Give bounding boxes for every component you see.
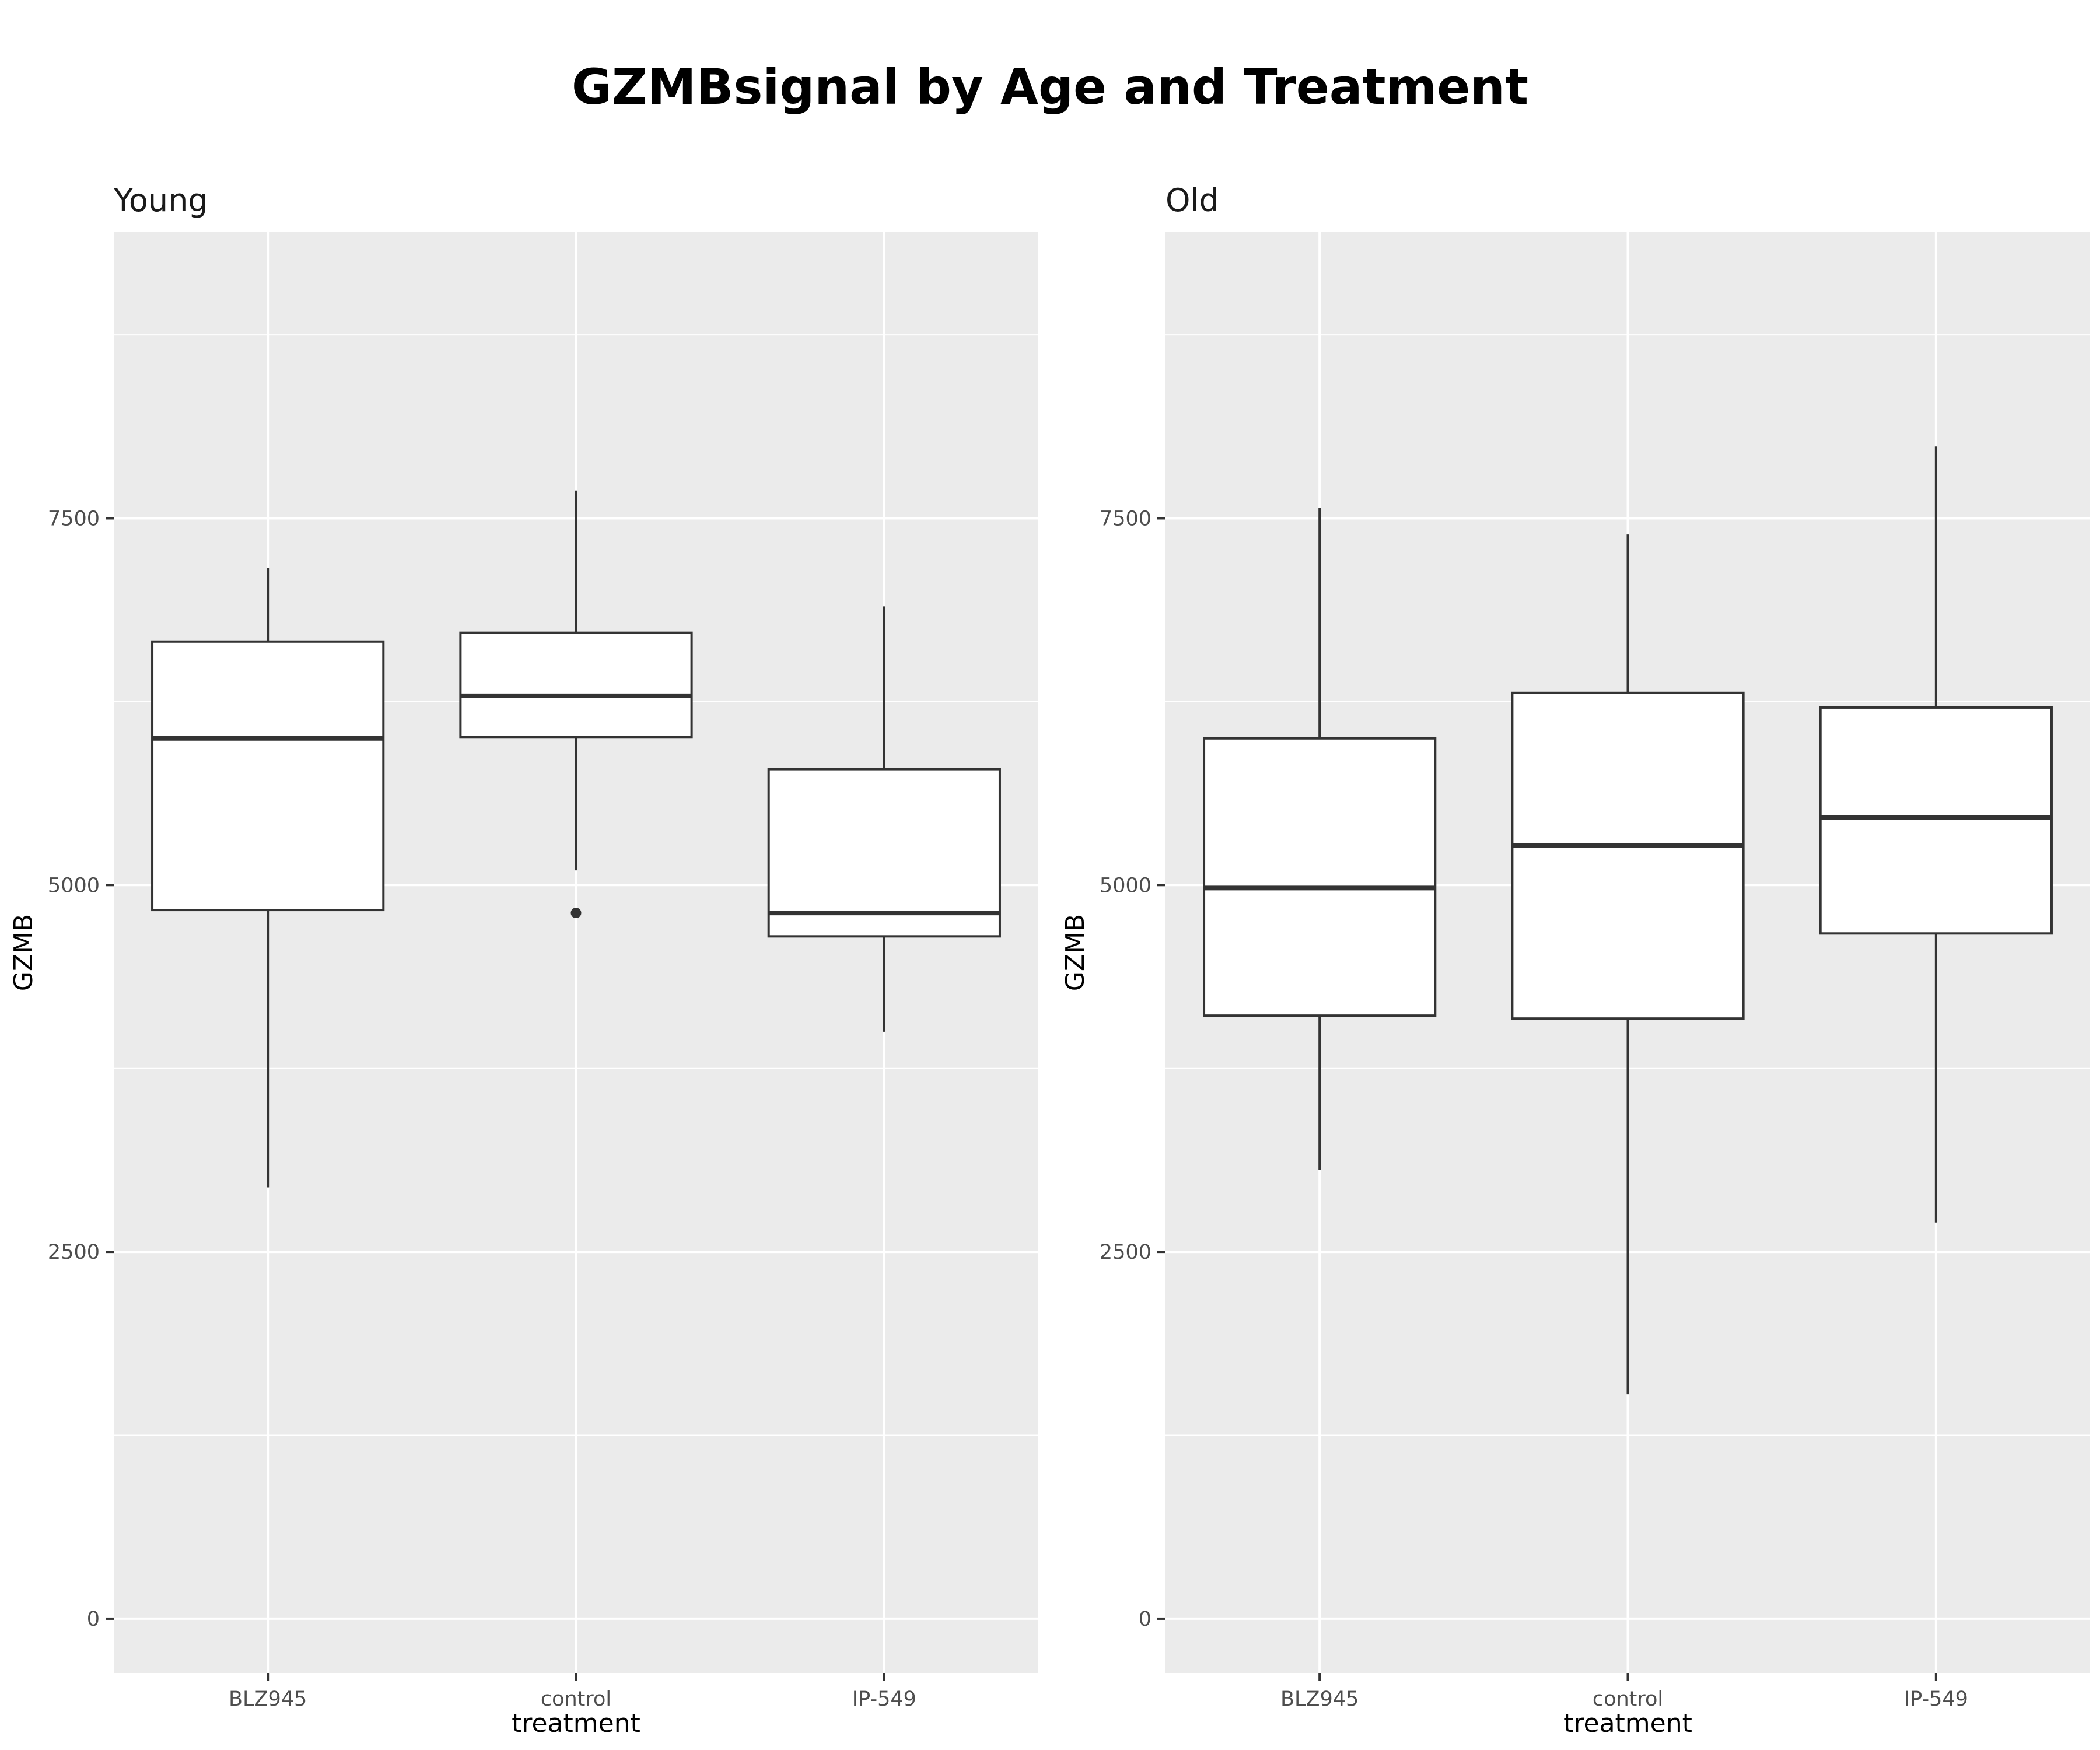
box-iqr: [767, 768, 1001, 938]
x-tick-label: IP-549: [1904, 1688, 1968, 1711]
y-tick-label: 2500: [48, 1241, 100, 1264]
y-tick-label: 7500: [1100, 507, 1152, 530]
box-blz945: [1203, 508, 1437, 1170]
box-iqr: [1819, 706, 2053, 935]
y-tick-label: 5000: [1100, 874, 1152, 897]
box-control: [459, 490, 693, 919]
x-axis-label: treatment: [1563, 1709, 1692, 1738]
y-tick-label: 5000: [48, 874, 100, 897]
facet-young: 0 2500 5000 7500 BLZ945 control IP-549 Young tre…: [9, 182, 1038, 1738]
x-axis-label: treatment: [512, 1709, 640, 1738]
chart-title: GZMBsignal by Age and Treatment: [572, 58, 1528, 116]
x-tick-label: control: [541, 1688, 611, 1711]
y-axis-label: GZMB: [1060, 914, 1090, 991]
box-iqr: [1203, 737, 1437, 1017]
x-tick-label: control: [1592, 1688, 1663, 1711]
y-tick-label: 2500: [1100, 1241, 1152, 1264]
facet-title: Young: [113, 182, 208, 219]
y-tick-label: 7500: [48, 507, 100, 530]
box-iqr: [459, 631, 693, 738]
facet-title: Old: [1166, 182, 1219, 219]
y-tick-label: 0: [1139, 1608, 1152, 1631]
box-iqr: [151, 640, 385, 912]
box-iqr: [1511, 691, 1745, 1020]
box-control: [1511, 534, 1745, 1395]
x-tick-label: IP-549: [852, 1688, 916, 1711]
y-axis-label: GZMB: [9, 914, 38, 991]
box-ip-549: [1819, 446, 2053, 1223]
y-tick-label: 0: [87, 1608, 100, 1631]
box-ip-549: [767, 606, 1001, 1032]
outlier-point: [570, 908, 582, 919]
box-blz945: [151, 568, 385, 1188]
x-tick-label: BLZ945: [1280, 1688, 1359, 1711]
facet-old: 0 2500 5000 7500 BLZ945 control IP-549 Old treat…: [1060, 182, 2090, 1738]
x-tick-label: BLZ945: [229, 1688, 307, 1711]
